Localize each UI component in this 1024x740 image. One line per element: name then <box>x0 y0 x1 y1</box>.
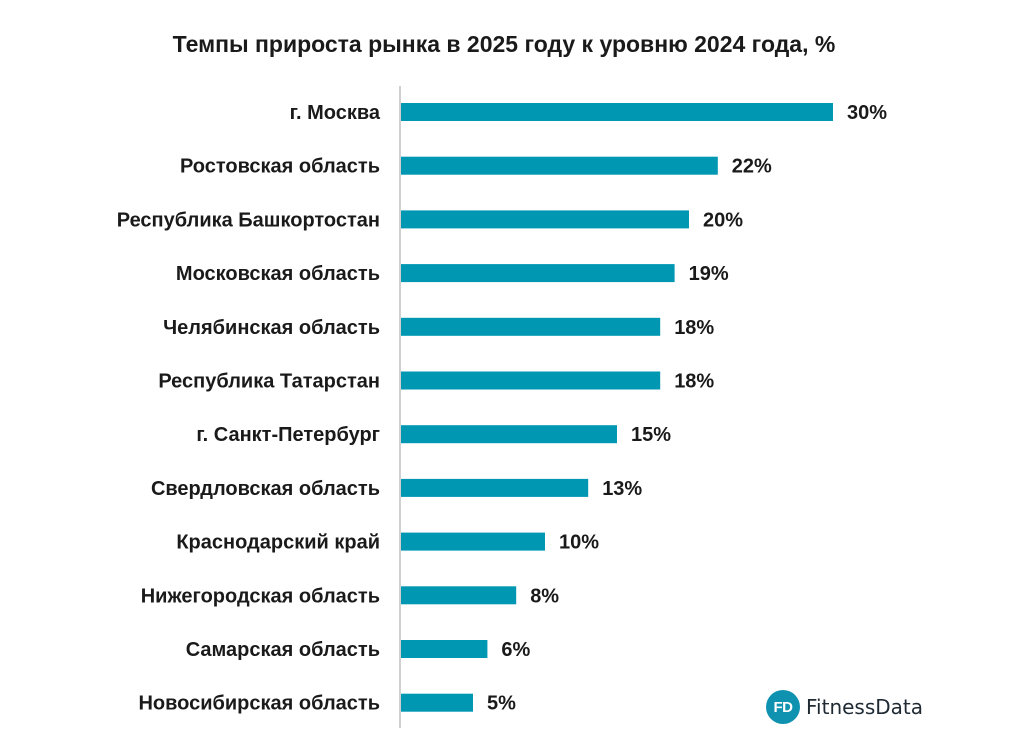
bar <box>401 586 517 605</box>
bar <box>401 156 718 175</box>
category-label: Республика Татарстан <box>158 371 380 393</box>
value-label: 5% <box>487 693 516 715</box>
bar <box>401 264 675 283</box>
category-label: Свердловская область <box>151 478 380 500</box>
bar <box>401 103 833 121</box>
value-label: 18% <box>674 371 714 393</box>
value-label: 30% <box>847 102 887 124</box>
category-label: г. Санкт-Петербург <box>196 424 380 446</box>
category-label: Московская область <box>176 263 380 285</box>
value-label: 6% <box>501 639 530 661</box>
category-label: Республика Башкортостан <box>117 209 380 231</box>
bar <box>401 317 661 336</box>
fitnessdata-logo: FD FitnessData <box>766 690 923 724</box>
bar <box>401 693 473 712</box>
logo-badge-icon: FD <box>766 690 800 724</box>
bar <box>401 210 689 229</box>
chart-title: Темпы прироста рынка в 2025 году к уровн… <box>173 31 836 57</box>
category-label: Новосибирская область <box>138 693 380 715</box>
category-label: Нижегородская область <box>141 585 380 607</box>
category-label: Краснодарский край <box>176 532 380 554</box>
category-label: Челябинская область <box>163 317 380 339</box>
value-label: 8% <box>530 585 559 607</box>
category-label: Ростовская область <box>180 156 380 178</box>
value-label: 18% <box>674 317 714 339</box>
value-label: 13% <box>602 478 642 500</box>
value-label: 20% <box>703 209 743 231</box>
value-label: 15% <box>631 424 671 446</box>
bar <box>401 371 661 390</box>
bar <box>401 425 617 444</box>
bar <box>401 478 589 497</box>
value-label: 19% <box>689 263 729 285</box>
value-label: 22% <box>732 156 772 178</box>
bars-group: г. Москва 30% Ростовская область 22% Республ… <box>117 102 888 715</box>
category-label: Самарская область <box>186 639 380 661</box>
bar <box>401 532 545 551</box>
category-label: г. Москва <box>290 102 381 124</box>
value-label: 10% <box>559 532 599 554</box>
bar <box>401 640 488 658</box>
logo-text: FitnessData <box>806 695 924 719</box>
